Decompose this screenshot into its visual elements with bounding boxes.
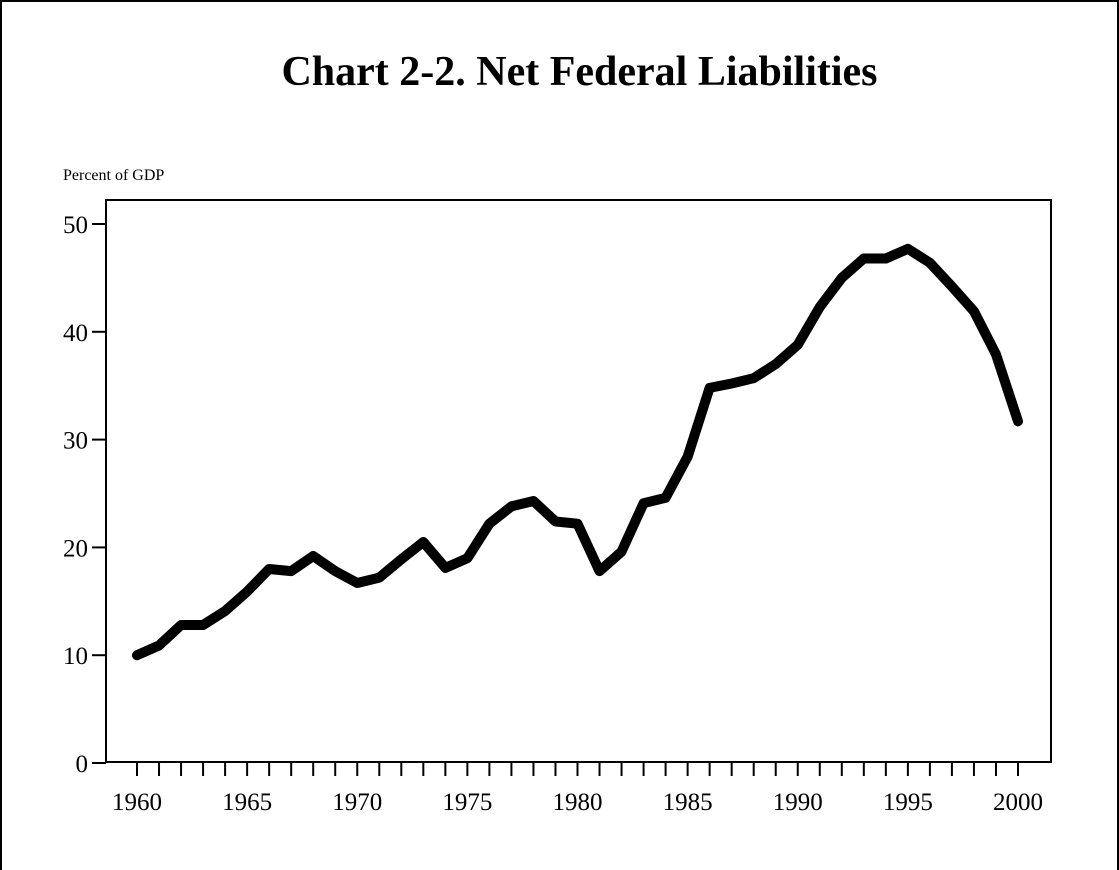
x-tick-label: 1990 bbox=[773, 789, 823, 816]
plot-area bbox=[105, 199, 1052, 763]
y-axis-label: Percent of GDP bbox=[63, 167, 164, 184]
y-tick-label: 20 bbox=[63, 535, 88, 562]
y-tick-label: 50 bbox=[63, 212, 88, 239]
series-line bbox=[132, 243, 1023, 661]
y-axis: 0 10 20 30 40 50 bbox=[63, 212, 106, 778]
chart-title: Chart 2-2. Net Federal Liabilities bbox=[281, 49, 878, 95]
y-tick-label: 10 bbox=[63, 643, 88, 670]
x-tick-label: 1980 bbox=[553, 789, 603, 816]
y-tick-label: 0 bbox=[76, 751, 89, 778]
y-tick-label: 40 bbox=[63, 320, 88, 347]
x-axis: 1960 1965 1970 1975 1980 1985 1990 1995 2000 bbox=[112, 762, 1043, 816]
x-tick-label: 2000 bbox=[993, 789, 1043, 816]
y-tick-label: 30 bbox=[63, 428, 88, 455]
x-tick-label: 1965 bbox=[222, 789, 272, 816]
x-tick-label: 1975 bbox=[442, 789, 492, 816]
x-tick-label: 1960 bbox=[112, 789, 162, 816]
series-layer bbox=[132, 243, 1023, 661]
x-tick-label: 1970 bbox=[332, 789, 382, 816]
x-tick-label: 1995 bbox=[883, 789, 933, 816]
x-tick-label: 1985 bbox=[663, 789, 713, 816]
